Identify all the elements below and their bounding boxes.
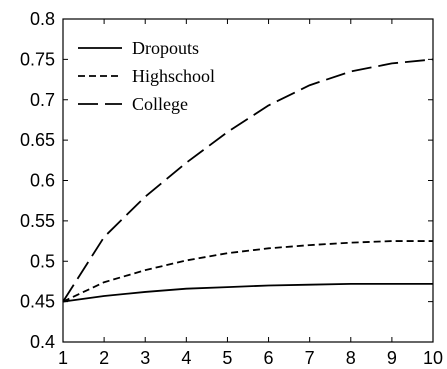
series-line-highschool	[62, 240, 433, 303]
y-tick-label: 0.45	[20, 292, 55, 312]
y-tick-label: 0.7	[30, 90, 55, 110]
series-line-college	[62, 58, 434, 303]
plot-frame	[62, 18, 434, 343]
x-tick-label: 5	[222, 348, 232, 368]
y-tick-label: 0.65	[20, 130, 55, 150]
series-line-dropouts	[62, 282, 433, 303]
y-tick-label: 0.4	[30, 332, 55, 352]
x-tick-label: 6	[264, 348, 274, 368]
x-tick-label: 10	[423, 348, 443, 368]
x-tick-label: 7	[305, 348, 315, 368]
x-tick-label: 4	[181, 348, 191, 368]
y-tick-label: 0.6	[30, 171, 55, 191]
series-layer	[62, 58, 434, 303]
y-tick-label: 0.8	[30, 9, 55, 29]
ticks-layer: 0.4 0.45 0.5 0.55 0.6 0.65 0.7 0.75 0.8 1 2 3 4 5 6 7 8 9…	[20, 9, 443, 368]
legend-label-dropouts: Dropouts	[132, 38, 199, 58]
x-tick-label: 3	[140, 348, 150, 368]
x-tick-label: 9	[387, 348, 397, 368]
legend-label-college: College	[132, 94, 188, 114]
x-tick-label: 8	[346, 348, 356, 368]
x-tick-label: 2	[99, 348, 109, 368]
y-tick-label: 0.75	[20, 49, 55, 69]
x-tick-label: 1	[58, 348, 68, 368]
y-tick-label: 0.5	[30, 251, 55, 271]
y-tick-label: 0.55	[20, 211, 55, 231]
legend: Dropouts Highschool College	[78, 38, 215, 114]
legend-label-highschool: Highschool	[132, 66, 215, 86]
